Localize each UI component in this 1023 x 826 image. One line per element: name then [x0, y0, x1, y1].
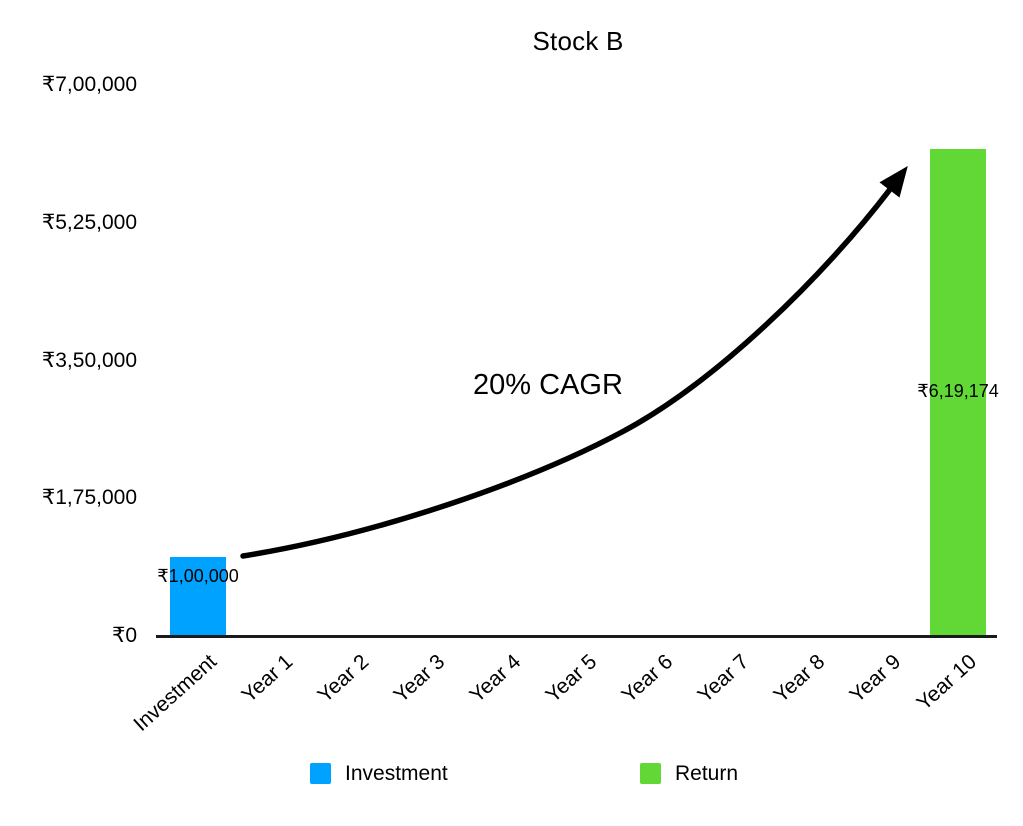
- y-axis-tick-label: ₹0: [111, 624, 137, 647]
- x-axis-category-label: Year 8: [769, 650, 830, 708]
- chart-title: Stock B: [532, 26, 624, 56]
- y-axis-tick-label: ₹3,50,000: [41, 348, 137, 372]
- legend-swatch-investment: [310, 763, 331, 784]
- legend-item-return: Return: [640, 761, 738, 786]
- x-axis-category-label: Year 1: [237, 650, 298, 708]
- cagr-annotation: 20% CAGR: [473, 369, 623, 401]
- legend-item-investment: Investment: [310, 761, 448, 786]
- bar-value-label: ₹1,00,000: [157, 566, 239, 587]
- x-axis-category-label: Year 6: [617, 650, 678, 708]
- legend-label: Return: [675, 762, 739, 785]
- x-axis-category-label: Year 3: [389, 650, 450, 708]
- x-axis-category-label: Year 2: [313, 650, 374, 708]
- y-axis-tick-label: ₹5,25,000: [41, 210, 137, 234]
- y-axis-tick-label: ₹7,00,000: [41, 73, 137, 96]
- legend-label: Investment: [345, 762, 448, 785]
- return-bar: [930, 148, 986, 636]
- x-axis-category-label: Investment: [129, 650, 222, 736]
- bar-value-label: ₹6,19,174: [917, 381, 999, 402]
- x-axis-category-label: Year 9: [845, 650, 906, 708]
- y-axis-tick-label: ₹1,75,000: [41, 486, 137, 510]
- x-axis-category-label: Year 5: [541, 650, 602, 708]
- x-axis-category-label: Year 10: [912, 650, 982, 716]
- legend-swatch-return: [640, 763, 661, 784]
- x-axis-category-label: Year 7: [693, 650, 754, 708]
- investment-bar: [170, 557, 226, 636]
- x-axis-line: [156, 635, 997, 638]
- x-axis-category-label: Year 4: [465, 650, 526, 708]
